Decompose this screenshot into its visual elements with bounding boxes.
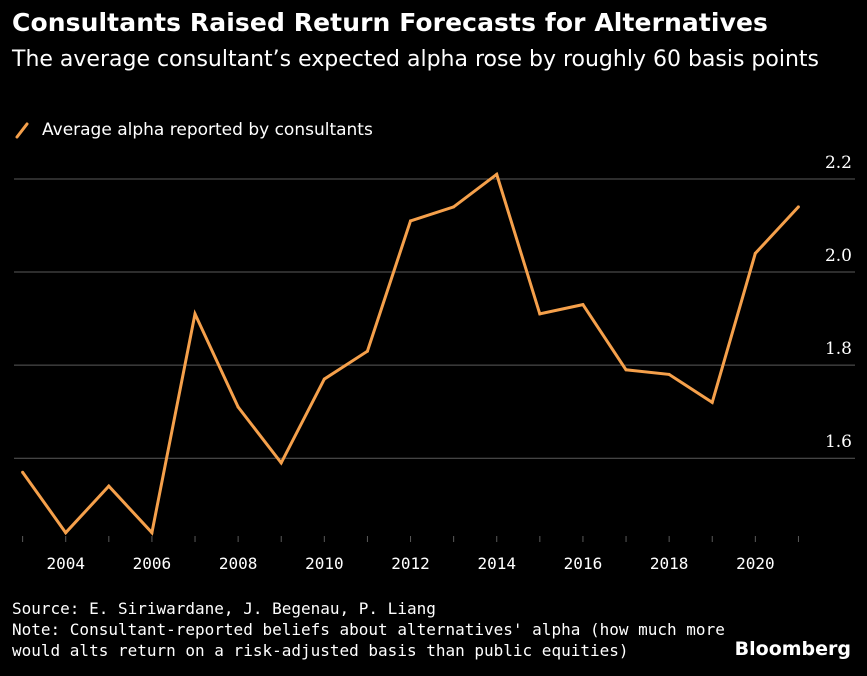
data-point-2017 [624, 368, 628, 372]
data-point-2003 [21, 470, 25, 474]
series-line-0 [21, 171, 800, 536]
x-tick-label: 2010 [305, 554, 344, 573]
x-tick-label: 2012 [391, 554, 430, 573]
note-text-line-2: would alts return on a risk-adjusted bas… [12, 641, 629, 660]
bloomberg-logo: Bloomberg [734, 638, 851, 660]
y-tick-label: 1.8 [825, 339, 852, 359]
data-point-2007 [193, 312, 197, 316]
x-tick-label: 2016 [564, 554, 603, 573]
data-point-2020 [753, 251, 757, 255]
x-tick-label: 2014 [477, 554, 516, 573]
chart-subtitle: The average consultant’s expected alpha … [12, 47, 819, 72]
note-text-line-1: Note: Consultant-reported beliefs about … [12, 620, 725, 639]
legend-label: Average alpha reported by consultants [42, 120, 373, 140]
x-tick-label: 2004 [46, 554, 85, 573]
data-point-2016 [581, 303, 585, 307]
x-tick-label: 2006 [133, 554, 172, 573]
data-point-2004 [64, 531, 68, 535]
data-point-2010 [322, 377, 326, 381]
source-text: Source: E. Siriwardane, J. Begenau, P. L… [12, 599, 436, 618]
data-point-2015 [538, 312, 542, 316]
x-tick-label: 2008 [219, 554, 258, 573]
y-tick-label: 2.2 [825, 153, 852, 173]
data-point-2012 [409, 219, 412, 223]
data-point-2013 [452, 205, 456, 209]
x-tick-label: 2018 [650, 554, 689, 573]
x-tick-label: 2020 [736, 554, 775, 573]
legend: Average alpha reported by consultants [14, 120, 373, 140]
data-point-2006 [150, 531, 154, 535]
chart-title: Consultants Raised Return Forecasts for … [12, 8, 769, 37]
data-point-2011 [365, 349, 369, 353]
y-tick-label: 1.6 [825, 432, 852, 452]
chart-footer: Source: E. Siriwardane, J. Begenau, P. L… [12, 598, 725, 661]
y-tick-label: 2.0 [825, 246, 852, 266]
data-point-2018 [667, 372, 671, 376]
data-point-2021 [796, 205, 800, 209]
data-point-2019 [710, 400, 714, 404]
data-point-2005 [107, 484, 111, 488]
data-point-2008 [236, 405, 240, 409]
data-point-2014 [495, 172, 499, 176]
data-point-2009 [279, 461, 283, 465]
legend-swatch-icon [15, 122, 29, 139]
